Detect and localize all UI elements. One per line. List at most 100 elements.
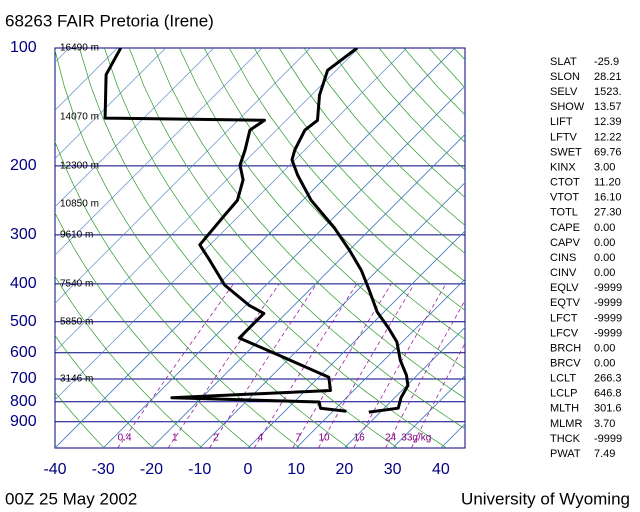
index-name: SELV xyxy=(550,86,578,98)
index-value: 266.3 xyxy=(594,373,622,385)
mixing-ratio-label: 7 xyxy=(296,433,302,444)
y-tick-label: 200 xyxy=(10,157,37,174)
index-name: PWAT xyxy=(550,448,581,460)
index-name: THCK xyxy=(550,433,581,445)
isotherm-tick xyxy=(295,278,465,448)
x-tick-label: -40 xyxy=(43,461,66,478)
index-name: LCLP xyxy=(550,388,578,400)
index-name: BRCH xyxy=(550,342,581,354)
dry-adiabat xyxy=(104,48,447,448)
isotherm xyxy=(55,48,70,63)
index-value: 13.57 xyxy=(594,101,622,113)
isotherm-tick xyxy=(55,48,456,448)
x-tick-label: -30 xyxy=(92,461,115,478)
height-label: 9610 m xyxy=(60,230,93,241)
isotherm-tick xyxy=(344,326,465,448)
mixing-ratio-line xyxy=(353,283,447,448)
index-name: LIFT xyxy=(550,116,573,128)
index-name: CINS xyxy=(550,252,576,264)
index-name: SLON xyxy=(550,71,580,83)
index-value: 0.00 xyxy=(594,267,615,279)
index-value: -25.9 xyxy=(594,56,619,68)
x-tick-label: 10 xyxy=(287,461,305,478)
x-tick-label: 30 xyxy=(384,461,402,478)
index-name: SWET xyxy=(550,146,582,158)
index-value: 12.39 xyxy=(594,116,622,128)
y-tick-label: 800 xyxy=(10,393,37,410)
x-tick-label: -20 xyxy=(140,461,163,478)
index-value: -9999 xyxy=(594,282,622,294)
dry-adiabat xyxy=(55,334,154,448)
index-name: LFTV xyxy=(550,131,578,143)
isotherm xyxy=(0,48,21,448)
index-value: -9999 xyxy=(594,327,622,339)
x-tick-label: -10 xyxy=(188,461,211,478)
index-name: TOTL xyxy=(550,207,578,219)
index-value: 11.20 xyxy=(594,177,621,189)
height-label: 5850 m xyxy=(60,316,93,327)
index-value: 301.6 xyxy=(594,403,622,415)
mixing-ratio-label: 1 xyxy=(172,433,178,444)
index-value: 0.00 xyxy=(594,342,615,354)
index-name: EQLV xyxy=(550,282,579,294)
mixing-ratio-line xyxy=(209,283,318,448)
dry-adiabat xyxy=(79,48,398,448)
index-name: MLMR xyxy=(550,418,582,430)
index-value: 12.22 xyxy=(594,131,622,143)
isotherm-tick xyxy=(199,182,465,448)
y-tick-label: 500 xyxy=(10,313,37,330)
isotherm xyxy=(55,48,166,160)
height-label: 12300 m xyxy=(60,161,99,172)
isotherm-tick xyxy=(151,133,465,448)
mixing-ratio-line xyxy=(253,283,358,448)
mixing-ratio-line xyxy=(117,283,234,448)
index-value: -9999 xyxy=(594,297,622,309)
index-value: 7.49 xyxy=(594,448,615,460)
index-value: 0.00 xyxy=(594,237,615,249)
index-value: 16.10 xyxy=(594,192,622,204)
height-label: 16490 m xyxy=(60,43,99,54)
index-name: KINX xyxy=(550,161,576,173)
index-name: CINV xyxy=(550,267,577,279)
profile-line xyxy=(103,48,347,413)
isotherm xyxy=(55,48,215,208)
dry-adiabat xyxy=(228,48,465,311)
y-tick-label: 300 xyxy=(10,226,37,243)
index-name: CTOT xyxy=(550,177,580,189)
index-value: 3.70 xyxy=(594,418,615,430)
height-label: 14070 m xyxy=(60,112,99,123)
profiles xyxy=(103,48,410,414)
index-name: EQTV xyxy=(550,297,581,309)
index-name: LCLT xyxy=(550,373,576,385)
isotherm xyxy=(55,48,263,256)
y-tick-label: 600 xyxy=(10,344,37,361)
height-label: 3146 m xyxy=(60,374,93,385)
index-name: LFCT xyxy=(550,312,578,324)
index-name: CAPE xyxy=(550,222,580,234)
background-lines xyxy=(0,48,465,448)
mixing-ratio-label: 24 xyxy=(385,433,397,444)
height-label: 7540 m xyxy=(60,278,93,289)
x-tick-label: 20 xyxy=(336,461,354,478)
height-label: 10850 m xyxy=(60,199,99,210)
index-value: 646.8 xyxy=(594,388,622,400)
chart-title: 68263 FAIR Pretoria (Irene) xyxy=(5,11,214,30)
y-tick-label: 700 xyxy=(10,370,37,387)
index-name: CAPV xyxy=(550,237,581,249)
index-value: 27.30 xyxy=(594,207,622,219)
index-value: -9999 xyxy=(594,433,622,445)
mixing-ratio-label: 33g/kg xyxy=(401,433,431,444)
index-value: 1523. xyxy=(594,86,622,98)
isotherm xyxy=(55,48,359,352)
index-value: 0.00 xyxy=(594,358,615,370)
y-tick-label: 100 xyxy=(10,39,37,56)
isotherm-tick xyxy=(392,375,465,448)
index-value: 69.76 xyxy=(594,146,622,158)
index-value: -9999 xyxy=(594,312,622,324)
dry-adiabat xyxy=(303,48,465,226)
footer-right: University of Wyoming xyxy=(461,489,630,508)
x-tick-label: 40 xyxy=(432,461,450,478)
profile-line xyxy=(290,48,410,414)
dry-adiabat xyxy=(55,275,203,448)
